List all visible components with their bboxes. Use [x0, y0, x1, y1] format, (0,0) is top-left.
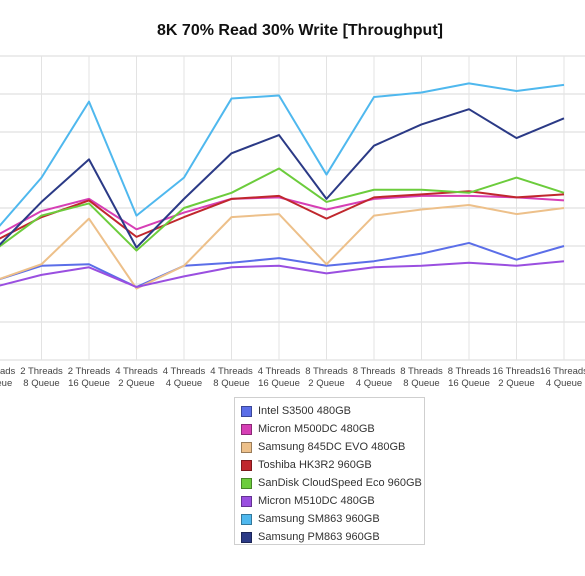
- gridlines: [0, 55, 585, 361]
- legend-item[interactable]: SanDisk CloudSpeed Eco 960GB: [241, 474, 424, 492]
- legend-item[interactable]: Toshiba HK3R2 960GB: [241, 456, 424, 474]
- legend-item[interactable]: Micron M500DC 480GB: [241, 420, 424, 438]
- x-tick-label: 16 Threads 4 Queue: [540, 366, 585, 389]
- chart-title: 8K 70% Read 30% Write [Throughput]: [157, 22, 443, 39]
- x-tick-label: 8 Threads 4 Queue: [353, 366, 396, 389]
- legend-swatch: [241, 513, 252, 525]
- legend-item[interactable]: Intel S3500 480GB: [241, 402, 424, 420]
- x-tick-label: 4 Threads 8 Queue: [210, 366, 253, 389]
- legend-label: Samsung SM863 960GB: [258, 513, 380, 525]
- series-line-6: [0, 260, 565, 289]
- series-line-2: [0, 194, 565, 235]
- legend-swatch: [241, 459, 252, 471]
- legend-swatch: [241, 423, 252, 435]
- legend: Intel S3500 480GB Micron M500DC 480GB Sams…: [234, 397, 425, 545]
- legend-label: Micron M500DC 480GB: [258, 423, 375, 435]
- x-tick-label: 4 Threads 4 Queue: [163, 366, 206, 389]
- legend-label: SanDisk CloudSpeed Eco 960GB: [258, 477, 422, 489]
- legend-swatch: [241, 531, 252, 543]
- series-line-5: [0, 167, 565, 252]
- legend-label: Samsung PM863 960GB: [258, 531, 380, 543]
- series-line-7: [0, 82, 565, 227]
- legend-swatch: [241, 495, 252, 507]
- x-tick-label: 2 Threads 16 Queue: [68, 366, 111, 389]
- legend-label: Intel S3500 480GB: [258, 405, 351, 417]
- x-tick-label: 4 Threads 2 Queue: [115, 366, 158, 389]
- x-tick-label: 8 Threads 16 Queue: [448, 366, 491, 389]
- legend-label: Micron M510DC 480GB: [258, 495, 375, 507]
- legend-label: Toshiba HK3R2 960GB: [258, 459, 372, 471]
- series-line-1: [0, 241, 565, 289]
- legend-swatch: [241, 405, 252, 417]
- legend-swatch: [241, 477, 252, 489]
- series-lines: [0, 82, 565, 290]
- series-line-8: [0, 108, 565, 249]
- series-line-3: [0, 203, 565, 290]
- x-tick-label: 2 Threads 8 Queue: [20, 366, 63, 389]
- x-tick-label: 16 Threads 2 Queue: [493, 366, 541, 389]
- legend-item[interactable]: Samsung PM863 960GB: [241, 528, 424, 546]
- legend-item[interactable]: Micron M510DC 480GB: [241, 492, 424, 510]
- x-tick-label: 8 Threads 2 Queue: [305, 366, 348, 389]
- x-tick-label: 8 Threads 8 Queue: [400, 366, 443, 389]
- x-tick-label: 4 Threads 16 Queue: [258, 366, 301, 389]
- series-line-4: [0, 190, 565, 240]
- legend-label: Samsung 845DC EVO 480GB: [258, 441, 406, 453]
- legend-item[interactable]: Samsung SM863 960GB: [241, 510, 424, 528]
- legend-swatch: [241, 441, 252, 453]
- legend-item[interactable]: Samsung 845DC EVO 480GB: [241, 438, 424, 456]
